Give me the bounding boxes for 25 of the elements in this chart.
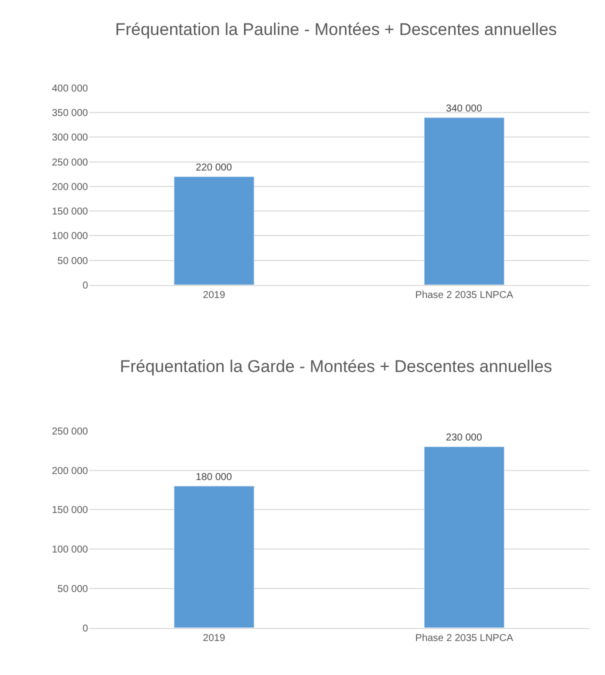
y-tick-label: 50 000 [57,584,88,595]
data-label: 340 000 [446,104,482,115]
x-tick-label: Phase 2 2035 LNPCA [415,632,514,644]
x-tick-label: 2019 [202,290,226,301]
y-tick-label: 250 000 [52,157,88,168]
chart-title: Fréquentation la Garde - Montées + Descentes annuelles [120,357,552,376]
y-tick-label: 0 [82,623,88,634]
y-tick-label: 400 000 [52,84,88,95]
x-tick-label: Phase 2 2035 LNPCA [415,290,514,301]
y-tick-label: 350 000 [52,108,88,120]
y-tick-label: 200 000 [52,466,88,477]
data-label: 220 000 [196,162,232,174]
y-tick-label: 250 000 [52,426,88,438]
y-tick-label: 100 000 [52,231,88,242]
y-tick-label: 150 000 [52,505,88,516]
chart-title: Fréquentation la Pauline - Montées + Descentes annuelles [115,20,557,39]
y-tick-label: 0 [82,280,88,292]
data-label: 180 000 [196,472,232,484]
y-tick-label: 100 000 [52,544,88,556]
y-tick-label: 150 000 [52,206,88,218]
y-tick-label: 300 000 [52,132,88,144]
y-tick-label: 200 000 [52,182,88,193]
data-label: 230 000 [446,432,482,444]
x-tick-label: 2019 [202,632,226,644]
y-tick-label: 50 000 [57,256,88,267]
